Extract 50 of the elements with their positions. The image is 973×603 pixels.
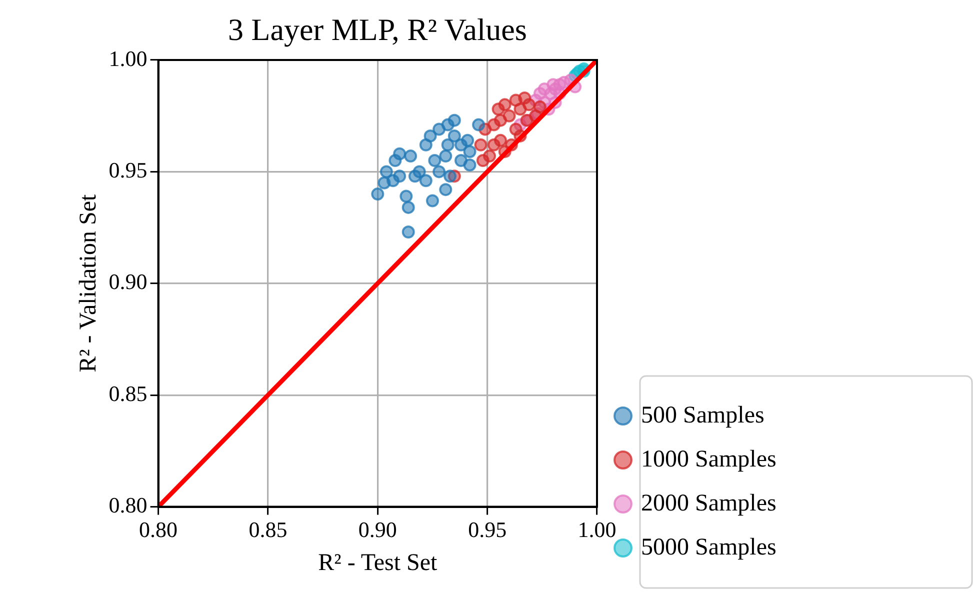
point xyxy=(476,154,490,168)
point xyxy=(546,78,560,92)
chart-title: 3 Layer MLP, R² Values xyxy=(227,12,528,48)
point xyxy=(441,138,454,152)
x-tick-label: 1.00 xyxy=(578,516,616,542)
point xyxy=(428,154,442,168)
point xyxy=(472,118,486,132)
y-tick-label: 0.90 xyxy=(108,269,148,294)
point xyxy=(448,129,461,142)
point xyxy=(487,138,500,152)
x-axis-title: R² - Test Set xyxy=(318,550,438,576)
point xyxy=(371,188,384,201)
point xyxy=(454,154,468,168)
point xyxy=(432,165,446,178)
x-tick-label: 0.90 xyxy=(358,516,397,542)
point xyxy=(444,170,457,183)
y-axis-title: R² - Validation Set xyxy=(76,194,102,372)
point xyxy=(533,100,546,114)
y-tick-label: 0.95 xyxy=(108,157,148,182)
point xyxy=(402,200,415,214)
point xyxy=(494,114,507,127)
point xyxy=(393,147,406,160)
point xyxy=(419,174,432,188)
point xyxy=(498,98,512,112)
y-tick-label: 0.85 xyxy=(108,380,148,406)
point xyxy=(474,138,488,152)
point xyxy=(426,194,439,208)
point xyxy=(400,190,413,203)
y-tick-label: 1.00 xyxy=(108,46,148,71)
point xyxy=(522,98,536,112)
legend-label: 2000 Samples xyxy=(641,490,776,516)
point xyxy=(408,170,422,183)
point xyxy=(441,118,454,132)
x-tick-label: 0.80 xyxy=(139,516,178,542)
point xyxy=(424,129,437,142)
x-tick-label: 0.85 xyxy=(248,516,288,542)
point xyxy=(520,114,534,127)
point xyxy=(461,134,474,147)
point xyxy=(439,150,452,163)
point xyxy=(402,226,415,239)
point xyxy=(404,150,418,163)
point xyxy=(386,174,400,188)
point xyxy=(380,165,393,178)
legend-label: 1000 Samples xyxy=(641,446,776,472)
point xyxy=(463,145,476,158)
x-tick-label: 0.95 xyxy=(468,516,507,542)
y-tick-label: 0.80 xyxy=(108,492,148,518)
legend-label: 500 Samples xyxy=(641,402,764,428)
point xyxy=(439,183,452,196)
legend-label: 5000 Samples xyxy=(641,534,776,560)
